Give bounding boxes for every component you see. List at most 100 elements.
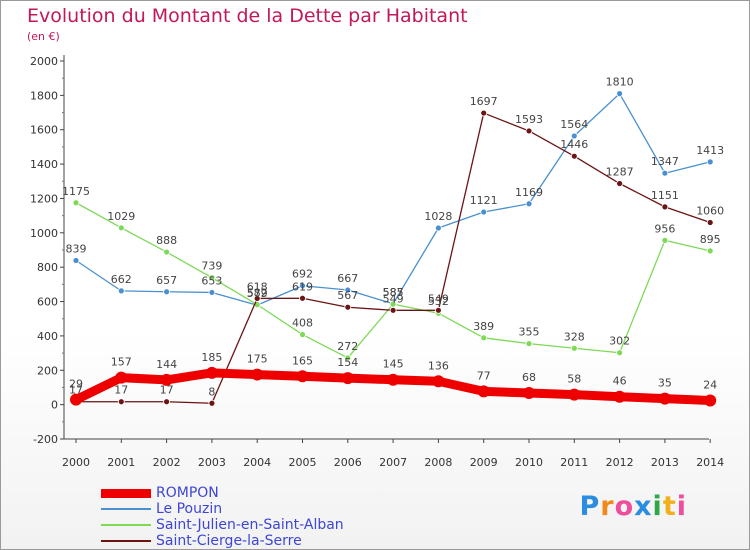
- logo-letter: o: [614, 491, 635, 522]
- data-label-saint-cierge-la-serre: 17: [114, 384, 128, 397]
- data-point-saint-cierge-la-serre: [525, 127, 533, 135]
- legend-label: Saint-Cierge-la-Serre: [156, 533, 302, 549]
- data-point-le-pouzin: [434, 224, 442, 232]
- data-point-rompon: [432, 375, 445, 388]
- data-point-saint-cierge-la-serre: [661, 203, 669, 211]
- y-tick-label: 800: [37, 261, 58, 274]
- data-label-le-pouzin: 1169: [515, 186, 543, 199]
- data-point-le-pouzin: [117, 287, 125, 295]
- data-label-saint-cierge-la-serre: 549: [383, 292, 404, 305]
- legend-item: Saint-Julien-en-Saint-Alban: [101, 517, 344, 533]
- data-label-rompon: 35: [658, 377, 672, 390]
- data-point-saint-cierge-la-serre: [117, 398, 125, 406]
- data-point-saint-julien-en-saint-alban: [661, 236, 669, 244]
- logo-letter: r: [600, 491, 615, 522]
- data-label-le-pouzin: 1564: [560, 118, 588, 131]
- data-point-rompon: [568, 388, 581, 401]
- data-point-rompon: [658, 392, 671, 405]
- logo-letter: t: [662, 491, 677, 522]
- y-tick-label: 2000: [30, 55, 58, 68]
- data-point-le-pouzin: [525, 200, 533, 208]
- data-label-le-pouzin: 667: [337, 272, 358, 285]
- data-point-le-pouzin: [570, 132, 578, 140]
- data-point-le-pouzin: [480, 208, 488, 216]
- legend-label: Saint-Julien-en-Saint-Alban: [156, 517, 344, 533]
- data-label-rompon: 68: [522, 371, 536, 384]
- data-label-le-pouzin: 1347: [651, 155, 679, 168]
- x-tick-label: 2005: [289, 456, 317, 469]
- chart-title: Evolution du Montant de la Dette par Hab…: [27, 5, 468, 27]
- data-label-le-pouzin: 587: [383, 286, 404, 299]
- data-point-rompon: [115, 371, 128, 384]
- x-tick-label: 2014: [696, 456, 724, 469]
- y-tick-label: -200: [33, 433, 58, 446]
- data-point-rompon: [296, 370, 309, 383]
- data-label-rompon: 58: [567, 373, 581, 386]
- data-point-le-pouzin: [661, 169, 669, 177]
- legend-item: Le Pouzin: [101, 501, 222, 517]
- data-label-saint-cierge-la-serre: 17: [69, 384, 83, 397]
- data-label-le-pouzin: 657: [156, 274, 177, 287]
- y-tick-label: 1200: [30, 192, 58, 205]
- data-point-saint-cierge-la-serre: [253, 295, 261, 302]
- data-label-saint-julien-en-saint-alban: 956: [654, 222, 675, 235]
- legend-swatch: [101, 508, 151, 510]
- data-point-saint-cierge-la-serre: [344, 303, 352, 311]
- x-tick-label: 2006: [334, 456, 362, 469]
- data-label-le-pouzin: 1413: [696, 144, 724, 157]
- legend-label: ROMPON: [156, 485, 219, 501]
- data-label-saint-cierge-la-serre: 1697: [470, 95, 498, 108]
- data-label-le-pouzin: 839: [66, 242, 87, 255]
- data-label-rompon: 154: [337, 356, 358, 369]
- data-label-saint-cierge-la-serre: 618: [247, 280, 268, 293]
- data-label-saint-cierge-la-serre: 1287: [606, 166, 634, 179]
- x-tick-label: 2008: [424, 456, 452, 469]
- data-point-rompon: [160, 373, 173, 386]
- x-tick-label: 2000: [62, 456, 90, 469]
- data-label-le-pouzin: 1810: [606, 76, 634, 89]
- data-point-saint-julien-en-saint-alban: [706, 247, 714, 255]
- y-tick-label: 1600: [30, 124, 58, 137]
- data-point-rompon: [205, 366, 218, 379]
- data-label-saint-julien-en-saint-alban: 1175: [62, 185, 90, 198]
- logo-letter: x: [634, 491, 653, 522]
- data-label-rompon: 165: [292, 354, 313, 367]
- y-tick-label: 1400: [30, 158, 58, 171]
- data-label-saint-cierge-la-serre: 1151: [651, 189, 679, 202]
- data-label-saint-cierge-la-serre: 549: [428, 292, 449, 305]
- x-tick-label: 2001: [107, 456, 135, 469]
- data-point-le-pouzin: [208, 289, 216, 296]
- data-label-rompon: 175: [247, 353, 268, 366]
- data-label-saint-julien-en-saint-alban: 1029: [107, 210, 135, 223]
- data-label-saint-cierge-la-serre: 1446: [560, 138, 588, 151]
- data-label-saint-cierge-la-serre: 8: [208, 385, 215, 398]
- data-point-le-pouzin: [616, 90, 623, 98]
- x-tick-label: 2004: [243, 456, 271, 469]
- data-label-le-pouzin: 653: [201, 274, 222, 287]
- data-label-le-pouzin: 1121: [470, 194, 498, 207]
- data-point-rompon: [523, 386, 535, 399]
- data-label-le-pouzin: 1028: [424, 210, 452, 223]
- x-tick-label: 2013: [651, 456, 679, 469]
- legend-item: ROMPON: [101, 485, 219, 501]
- data-point-le-pouzin: [299, 282, 306, 290]
- data-point-saint-cierge-la-serre: [434, 306, 442, 314]
- data-label-le-pouzin: 579: [247, 287, 268, 300]
- data-point-rompon: [387, 373, 400, 386]
- x-tick-label: 2010: [515, 456, 543, 469]
- x-tick-label: 2011: [560, 456, 588, 469]
- data-point-saint-cierge-la-serre: [706, 219, 714, 226]
- data-label-rompon: 46: [613, 375, 627, 388]
- data-label-saint-julien-en-saint-alban: 532: [428, 295, 449, 308]
- data-label-rompon: 136: [428, 359, 449, 372]
- x-tick-label: 2007: [379, 456, 407, 469]
- data-point-saint-cierge-la-serre: [208, 399, 216, 407]
- data-point-saint-julien-en-saint-alban: [480, 334, 488, 342]
- data-label-saint-cierge-la-serre: 1060: [696, 205, 724, 218]
- data-point-rompon: [613, 390, 626, 403]
- x-tick-label: 2003: [198, 456, 226, 469]
- chart-unit: (en €): [27, 30, 60, 43]
- data-label-saint-cierge-la-serre: 619: [292, 280, 313, 293]
- data-label-saint-julien-en-saint-alban: 272: [337, 340, 358, 353]
- data-label-rompon: 29: [69, 378, 83, 391]
